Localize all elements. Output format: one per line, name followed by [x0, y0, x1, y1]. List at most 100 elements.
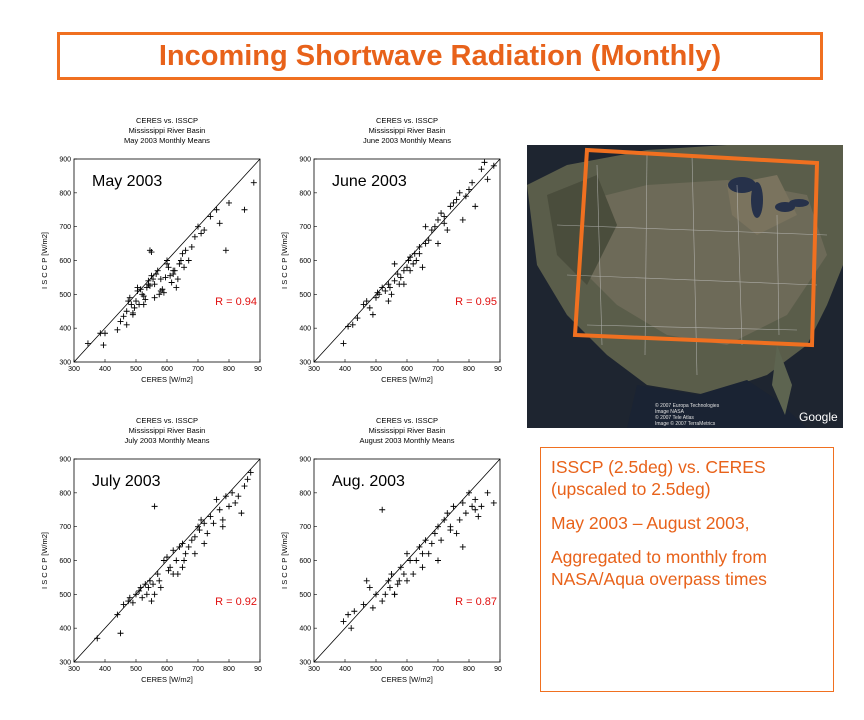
data-point [413, 557, 420, 564]
data-point [400, 267, 407, 274]
data-point [168, 279, 175, 286]
x-tick-label: 300 [68, 366, 80, 373]
y-axis-label: I S C C P [W/m2] [40, 532, 49, 589]
data-point [191, 550, 198, 557]
data-point [126, 594, 133, 601]
data-point [366, 584, 373, 591]
x-tick-label: 400 [99, 366, 111, 373]
data-point [146, 577, 153, 584]
data-point [450, 199, 457, 206]
data-point [143, 591, 150, 598]
y-tick-label: 600 [299, 558, 311, 565]
data-point [382, 591, 389, 598]
data-point [354, 315, 361, 322]
y-tick-label: 600 [59, 558, 71, 565]
data-point [170, 547, 177, 554]
data-point [129, 599, 136, 606]
data-point [475, 513, 482, 520]
data-point [201, 520, 208, 527]
data-point [117, 630, 124, 637]
data-point [128, 301, 135, 308]
data-point [235, 493, 242, 500]
data-point [466, 186, 472, 193]
data-point [431, 223, 438, 230]
data-point [456, 516, 463, 523]
data-point [345, 611, 352, 618]
correlation-label: R = 0.94 [215, 296, 257, 308]
data-point [142, 581, 149, 588]
data-point [391, 591, 398, 598]
chart-title-line: Mississippi River Basin [129, 126, 206, 135]
data-point [154, 571, 161, 578]
data-point [410, 571, 417, 578]
data-point [416, 543, 423, 550]
slide-title: Incoming Shortwave Radiation (Monthly) [158, 39, 722, 72]
chart-title-line: Mississippi River Basin [129, 426, 206, 435]
data-point [123, 321, 130, 328]
data-point [198, 516, 205, 523]
data-point [373, 294, 379, 301]
y-axis-label: I S C C P [W/m2] [280, 232, 289, 289]
data-point [382, 287, 389, 294]
x-tick-label: 900 [494, 366, 502, 373]
correlation-label: R = 0.95 [455, 296, 497, 308]
data-point [165, 264, 172, 271]
data-point [120, 313, 127, 320]
data-point [379, 506, 386, 513]
chart-title-line: July 2003 Monthly Means [124, 436, 209, 445]
data-point [340, 618, 347, 625]
data-point [472, 496, 479, 503]
x-tick-label: 800 [463, 366, 475, 373]
data-point [453, 196, 460, 203]
data-point [386, 284, 393, 291]
x-tick-label: 700 [192, 366, 204, 373]
data-point [351, 608, 358, 615]
data-point [213, 206, 220, 213]
x-tick-label: 800 [463, 666, 475, 673]
x-tick-label: 600 [161, 666, 173, 673]
x-tick-label: 500 [370, 366, 382, 373]
scatter-chart-july: CERES vs. ISSCP Mississippi River Basin Ju… [22, 412, 262, 687]
data-point [472, 506, 479, 513]
data-point [167, 564, 174, 571]
data-point [201, 540, 208, 547]
data-point [459, 216, 466, 223]
chart-title-line: CERES vs. ISSCP [136, 416, 198, 425]
data-point [397, 274, 404, 281]
x-tick-label: 700 [432, 366, 444, 373]
google-logo: Google [799, 410, 838, 424]
data-point [195, 523, 201, 530]
data-point [422, 223, 429, 230]
data-point [450, 503, 457, 510]
data-point [422, 240, 429, 247]
data-point [385, 577, 392, 584]
data-point [157, 287, 164, 294]
data-point [232, 499, 239, 506]
data-point [216, 506, 223, 513]
data-point [385, 281, 392, 288]
y-tick-label: 800 [59, 490, 71, 497]
data-point [250, 179, 257, 186]
data-point [181, 264, 188, 271]
data-point [177, 257, 184, 264]
data-point [179, 540, 186, 547]
data-point [207, 213, 214, 220]
study-region-outline [572, 147, 820, 348]
data-point [369, 604, 376, 611]
data-point [140, 293, 147, 300]
data-point [229, 489, 236, 496]
x-tick-label: 700 [192, 666, 204, 673]
chart-title-line: CERES vs. ISSCP [136, 116, 198, 125]
chart-title-line: Mississippi River Basin [369, 426, 446, 435]
data-point [484, 176, 491, 183]
month-label: July 2003 [92, 473, 161, 490]
data-point [441, 220, 448, 227]
data-point [241, 483, 248, 490]
data-point [466, 489, 472, 496]
data-point [238, 510, 245, 517]
data-point [219, 516, 226, 523]
data-point [179, 250, 186, 257]
month-label: June 2003 [332, 173, 407, 190]
correlation-label: R = 0.87 [455, 596, 497, 608]
